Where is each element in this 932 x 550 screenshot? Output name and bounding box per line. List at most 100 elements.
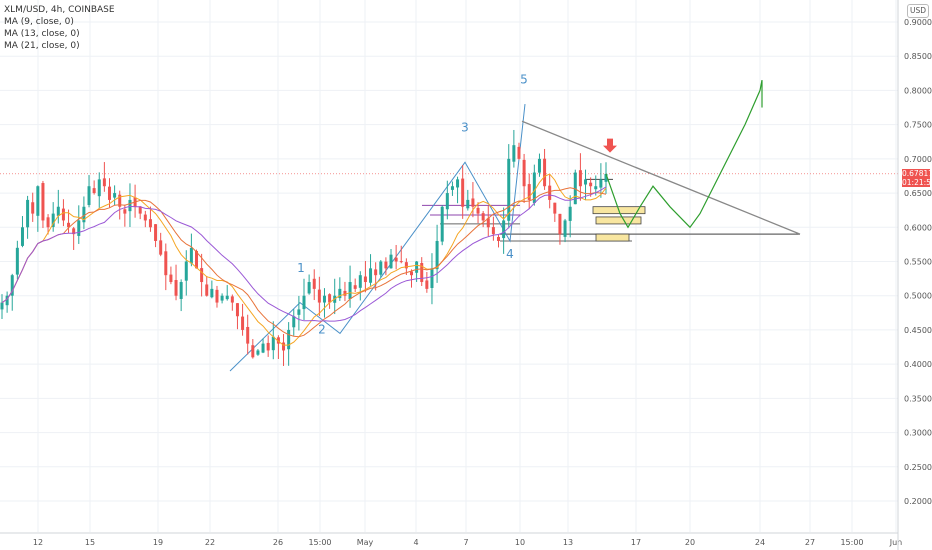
y-tick-label: 0.200000 [904, 497, 932, 506]
candle-body [537, 158, 541, 173]
x-tick-label: 22 [205, 538, 215, 547]
candle-body [502, 220, 506, 239]
y-tick-label: 0.450000 [904, 326, 932, 335]
candle-body [563, 220, 567, 237]
candle-body [553, 202, 557, 214]
candle-body [317, 289, 321, 303]
candle-body [276, 337, 280, 344]
candle-body [72, 228, 76, 235]
candle-body [440, 206, 444, 242]
ma-9-line [1, 173, 607, 346]
candle-body [497, 236, 501, 241]
x-tick-label: 27 [805, 538, 815, 547]
candle-body [26, 199, 30, 228]
wave-label: 3 [461, 120, 469, 134]
ma-21-legend[interactable]: MA (21, close, 0) [4, 41, 80, 51]
forecast-path [605, 80, 763, 229]
chart-grid [0, 0, 898, 532]
ma-9-legend[interactable]: MA (9, close, 0) [4, 17, 74, 27]
candle-body [128, 199, 132, 212]
x-tick-label: 15:00 [308, 538, 331, 547]
ma-13-line [1, 187, 607, 338]
candle-body [343, 290, 347, 296]
candle-body [36, 186, 40, 216]
candle-body [322, 295, 326, 303]
candle-body [138, 206, 142, 214]
y-tick-label: 0.900000 [904, 18, 932, 27]
candle-body [568, 206, 572, 221]
x-tick-label: 4 [413, 538, 418, 547]
candle-body [123, 209, 127, 214]
candle-body [394, 257, 398, 262]
wave-label: 2 [318, 322, 326, 336]
wave-path [229, 104, 526, 372]
x-tick-label: 12 [33, 538, 43, 547]
candle-body [353, 285, 357, 289]
candle-body [573, 172, 577, 205]
candle-body [599, 179, 603, 188]
candle-body [328, 294, 332, 303]
candle-body [143, 214, 147, 221]
x-tick-label: 19 [153, 538, 163, 547]
symbol-title[interactable]: XLM/USD, 4h, COINBASE [4, 5, 115, 15]
candle-body [456, 179, 460, 188]
candle-body [46, 217, 50, 228]
x-tick-label: 13 [563, 538, 573, 547]
candle-body [97, 179, 101, 197]
wave-label: 5 [520, 73, 528, 87]
wave-label: 1 [297, 261, 305, 275]
candle-body [507, 158, 511, 221]
candle-body [420, 263, 424, 283]
y-tick-label: 0.500000 [904, 292, 932, 301]
candle-body [271, 336, 275, 351]
candle-body [235, 303, 239, 317]
candle-body [389, 254, 393, 269]
candle-body [415, 261, 419, 273]
candle-body [77, 220, 81, 236]
candle-body [164, 251, 168, 276]
x-tick-label: 10 [515, 538, 525, 547]
candle-body [113, 193, 117, 198]
candle-body [189, 247, 193, 264]
candle-body [205, 284, 209, 296]
candle-body [486, 218, 490, 228]
drawings [521, 80, 801, 235]
x-tick-label: 15:00 [840, 538, 863, 547]
candle-body [195, 250, 199, 269]
candle-body [82, 206, 86, 223]
currency-badge[interactable]: USD [907, 4, 929, 18]
candle-body [5, 295, 9, 306]
candle-body [379, 261, 383, 275]
candle-body [246, 326, 250, 344]
y-tick-label: 0.850000 [904, 52, 932, 61]
candle-body [10, 275, 14, 296]
ma-13-legend[interactable]: MA (13, close, 0) [4, 29, 80, 39]
wave-labels: 1 2 3 4 5 [297, 73, 528, 337]
order-zone [595, 216, 642, 225]
moving-averages [1, 173, 607, 346]
candle-body [312, 278, 316, 289]
y-tick-label: 0.600000 [904, 223, 932, 232]
candle-body [184, 261, 188, 281]
candle-body [302, 295, 306, 310]
candle-body [461, 178, 465, 207]
candle-body [174, 280, 178, 296]
candle-body [491, 227, 495, 235]
candle-body [425, 280, 429, 289]
candle-body [169, 274, 173, 283]
candle-body [399, 261, 403, 263]
elliott-wave-lines [229, 104, 526, 372]
candle-body [0, 302, 4, 310]
x-tick-label: 17 [631, 538, 641, 547]
candle-body [466, 199, 470, 209]
x-tick-label: 26 [273, 538, 283, 547]
candle-body [374, 269, 378, 276]
candle-body [445, 193, 449, 210]
chart-legend: XLM/USD, 4h, COINBASE MA (9, close, 0) M… [4, 4, 115, 52]
candle-body [287, 329, 291, 350]
candle-body [51, 213, 55, 227]
candle-body [517, 146, 521, 159]
candle-body [527, 184, 531, 200]
